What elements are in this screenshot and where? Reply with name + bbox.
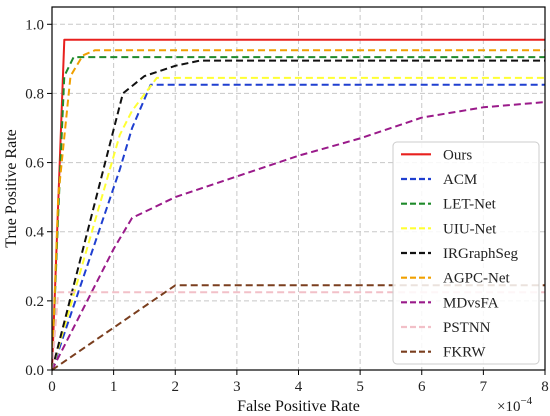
x-axis-label: False Positive Rate	[237, 398, 360, 415]
legend-label-let-net: LET-Net	[443, 197, 497, 213]
legend-label-agpc-net: AGPC-Net	[443, 271, 510, 287]
y-tick-label: 0.4	[25, 225, 44, 241]
legend-label-mdvsfa: MDvsFA	[443, 295, 499, 311]
series-line-acm	[51, 83, 545, 371]
series-line-mdvsfa	[51, 101, 546, 371]
x-multiplier-exponent: −4	[520, 395, 532, 407]
series-lines	[51, 38, 546, 371]
legend-label-uiu-net: UIU-Net	[443, 221, 497, 237]
legend: Ours ACM LET-Net UIU-Net IRGraphSeg AGPC-Net M…	[392, 141, 540, 365]
x-tick-label: 2	[172, 379, 180, 395]
x-axis-multiplier: ×10−4	[497, 395, 533, 415]
y-axis-label: True Positive Rate	[3, 129, 20, 248]
series-line-pstnn	[51, 291, 545, 371]
x-tick-label: 4	[295, 379, 303, 395]
y-tick-label: 1.0	[25, 17, 44, 33]
x-axis-ticks: 0 1 2 3 4 5 6 7 8	[48, 370, 549, 395]
y-tick-label: 0.2	[25, 294, 44, 310]
legend-label-irgraphseg: IRGraphSeg	[443, 246, 518, 262]
series-line-agpc-net	[51, 49, 545, 371]
legend-box	[392, 141, 540, 365]
legend-label-acm: ACM	[443, 172, 477, 188]
y-tick-label: 0.8	[25, 86, 44, 102]
series-line-uiu-net	[51, 76, 545, 371]
y-tick-label: 0.6	[25, 156, 44, 172]
x-tick-label: 5	[356, 379, 364, 395]
x-tick-label: 1	[110, 379, 118, 395]
x-tick-label: 0	[48, 379, 56, 395]
x-tick-label: 3	[233, 379, 241, 395]
series-line-irgraphseg	[51, 59, 545, 371]
y-axis-ticks: 0.0 0.2 0.4 0.6 0.8 1.0	[25, 17, 52, 379]
legend-label-fkrw: FKRW	[443, 345, 486, 361]
y-tick-label: 0.0	[25, 363, 44, 379]
legend-label-pstnn: PSTNN	[443, 320, 491, 336]
x-tick-label: 6	[418, 379, 426, 395]
legend-label-ours: Ours	[443, 147, 472, 163]
x-multiplier-base: ×10	[497, 399, 520, 415]
x-tick-label: 8	[541, 379, 549, 395]
x-tick-label: 7	[480, 379, 488, 395]
